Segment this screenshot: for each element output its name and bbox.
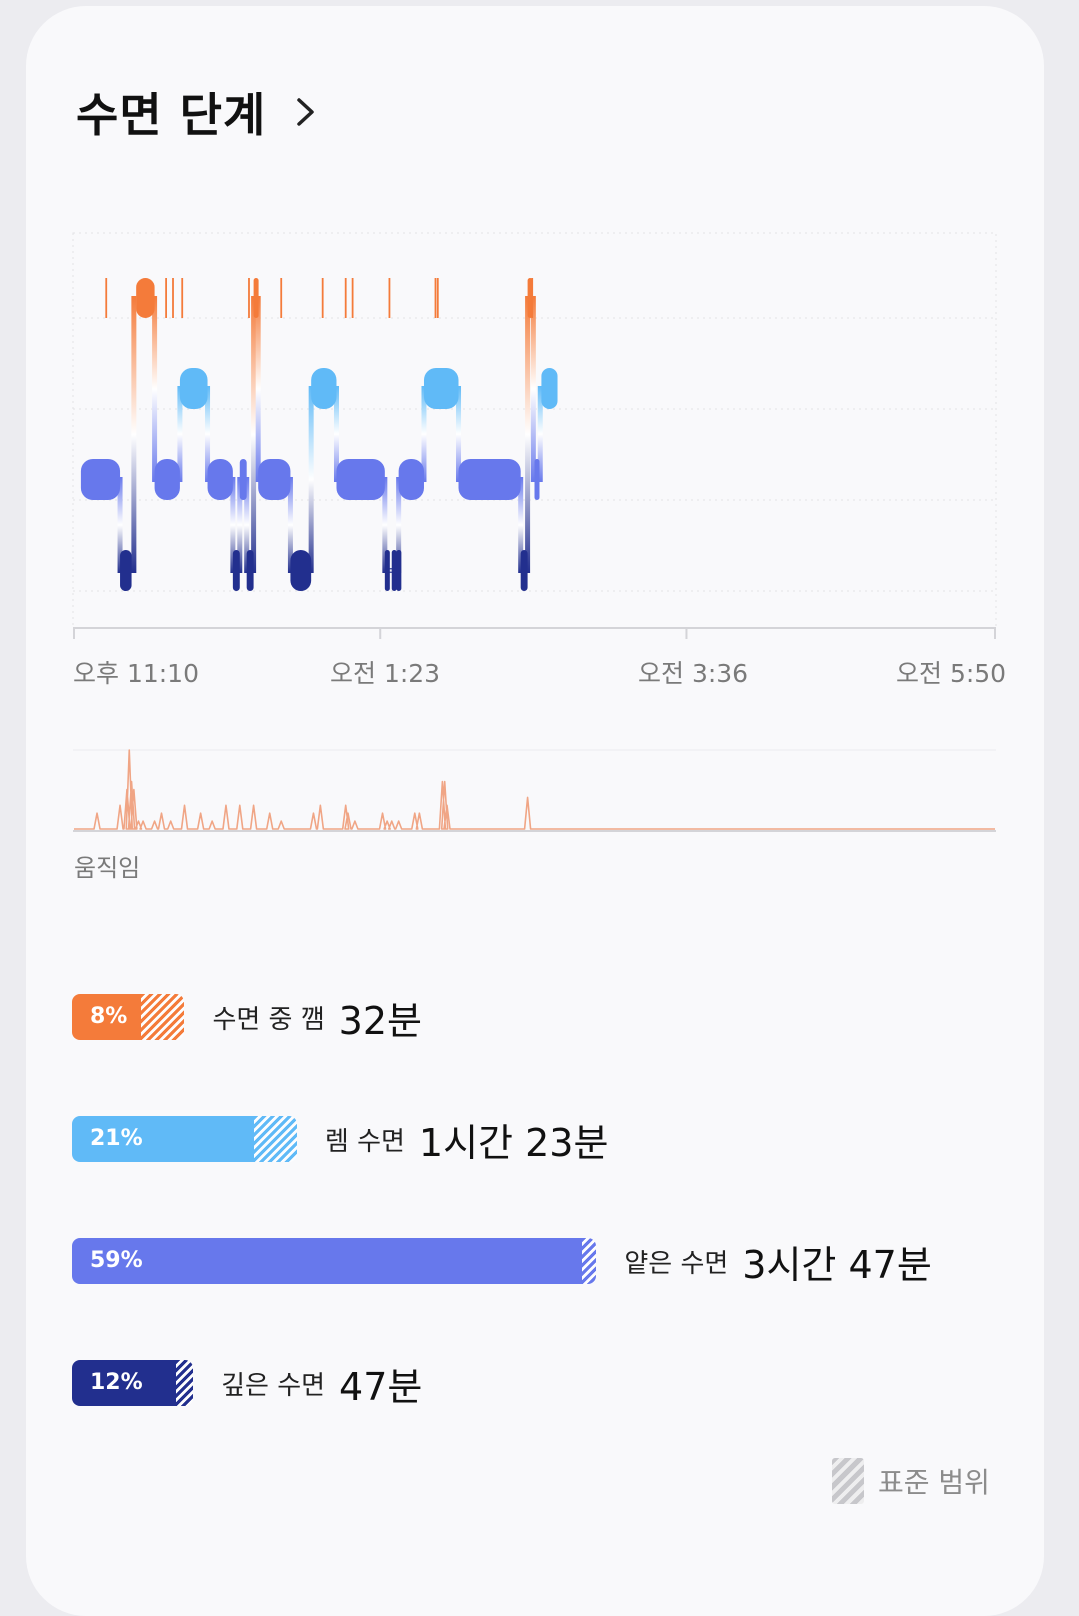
stat-bar-standard-range [141, 994, 185, 1040]
stage-transitions [117, 296, 543, 573]
stage-segment-deep [396, 550, 402, 591]
stage-transition [421, 386, 427, 482]
stat-label: 깊은 수면 [221, 1370, 326, 1401]
sleep-stages-chart [72, 232, 997, 832]
stage-transition [396, 477, 402, 573]
stat-value: 32분 [338, 998, 422, 1043]
stage-segment-rem [423, 368, 459, 409]
stat-percent: 12% [90, 1370, 143, 1395]
stage-transition [230, 477, 236, 573]
legend-label: 표준 범위 [878, 1466, 990, 1499]
stat-row-deep: 12% 깊은 수면 47분 [72, 1359, 422, 1409]
stage-transition [308, 386, 314, 573]
stat-bar-fill [72, 1238, 583, 1284]
stage-transition [333, 386, 339, 482]
stat-label: 렘 수면 [324, 1126, 405, 1157]
stat-bar: 12% [72, 1360, 194, 1406]
awake-ticks [105, 278, 534, 318]
sleep-stages-header[interactable]: 수면 단계 [76, 82, 322, 142]
time-axis-label: 오전 3:36 [638, 659, 749, 688]
stage-segment-deep [246, 550, 254, 591]
stage-transition [152, 296, 158, 482]
stage-segment-light [154, 459, 180, 500]
movement-line [74, 749, 995, 830]
stat-percent: 59% [90, 1248, 143, 1273]
stage-segment-rem [541, 368, 558, 409]
stat-bar-standard-range [253, 1116, 297, 1162]
stage-segment-light [239, 459, 247, 500]
stat-bar: 21% [72, 1116, 297, 1162]
stat-label: 얕은 수면 [624, 1248, 729, 1279]
stat-value: 47분 [339, 1364, 423, 1409]
stage-transition [530, 296, 536, 482]
stat-bar: 59% [72, 1238, 597, 1284]
chart-grid [72, 232, 997, 639]
stat-row-rem: 21% 렘 수면 1시간 23분 [72, 1115, 608, 1165]
page-title: 수면 단계 [76, 88, 267, 142]
stage-transition [131, 296, 137, 573]
stage-segment-deep [384, 550, 390, 591]
stat-percent: 8% [90, 1004, 128, 1029]
stat-bar-standard-range [582, 1238, 597, 1284]
stat-bar-fill [72, 994, 142, 1040]
stat-bar-standard-range [175, 1360, 194, 1406]
stage-segment-light [207, 459, 233, 500]
stage-segment-deep [391, 550, 397, 591]
stage-segment-rem [311, 368, 337, 409]
time-axis-label: 오전 5:50 [896, 659, 1007, 688]
stage-segment-rem [179, 368, 208, 409]
stat-bar-fill [72, 1360, 176, 1406]
stage-transition [237, 477, 243, 573]
stage-transition [537, 386, 543, 482]
stat-label: 수면 중 깸 [212, 1004, 325, 1035]
movement-label: 움직임 [74, 854, 141, 882]
stage-transition [518, 477, 524, 573]
stage-segment-deep [290, 550, 312, 591]
stat-percent: 21% [90, 1126, 143, 1151]
stage-segment-deep [232, 550, 240, 591]
stage-transition [388, 568, 394, 573]
stage-segments [80, 278, 558, 591]
stat-value: 1시간 23분 [418, 1120, 609, 1165]
stat-bar: 8% [72, 994, 185, 1040]
stage-segment-awake [253, 278, 259, 318]
stage-transition [255, 296, 261, 482]
stat-row-awake: 8% 수면 중 깸 32분 [72, 993, 422, 1043]
hatched-swatch-icon [832, 1458, 864, 1504]
stage-transition [177, 386, 183, 482]
time-axis-label: 오후 11:10 [73, 659, 199, 688]
stage-transition [287, 477, 293, 573]
chevron-right-icon [297, 98, 315, 126]
time-axis-label: 오전 1:23 [330, 659, 441, 688]
stage-segment-light [458, 459, 521, 500]
stat-row-light: 59% 얕은 수면 3시간 47분 [72, 1237, 932, 1287]
stage-segment-light [258, 459, 291, 500]
stage-segment-awake [136, 278, 155, 318]
stage-segment-deep [120, 550, 132, 591]
stage-transition [525, 296, 531, 573]
stat-value: 3시간 47분 [742, 1242, 932, 1287]
stage-transition [251, 296, 257, 573]
stage-segment-light [80, 459, 121, 500]
stage-transition [382, 477, 388, 573]
stage-transition [244, 477, 250, 573]
stage-segment-deep [520, 550, 528, 591]
stage-transition [117, 477, 123, 573]
stage-transition [205, 386, 211, 482]
stat-bar-fill [72, 1116, 254, 1162]
stage-segment-light [336, 459, 385, 500]
stage-segment-light [398, 459, 424, 500]
sleep-stages-card [26, 6, 1044, 1616]
standard-range-legend: 표준 범위 [832, 1458, 990, 1504]
stage-transition [456, 386, 462, 482]
movement-chart [73, 749, 996, 832]
stage-segment-light [534, 459, 540, 500]
